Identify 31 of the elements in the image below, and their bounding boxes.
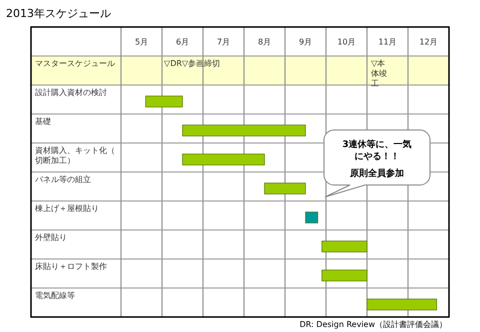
- bar: [322, 240, 368, 252]
- bar: [182, 154, 265, 166]
- bar: [366, 298, 437, 310]
- chart-title: 2013年スケジュール: [6, 7, 111, 20]
- x-tick-label: 8月: [258, 38, 272, 46]
- x-tick-label: 11月: [378, 38, 397, 46]
- y-tick-label: 資材購入、キット化（切断加工）: [35, 146, 115, 165]
- y-tick-label: 外壁貼り: [35, 233, 67, 242]
- x-tick-label: 12月: [419, 38, 438, 46]
- bar: [182, 124, 306, 136]
- y-tick-label: マスタースケジュール: [35, 59, 115, 68]
- y-tick-label: 床貼り＋ロフト製作: [35, 262, 107, 271]
- x-tick-label: 5月: [134, 38, 148, 46]
- y-tick-label: 棟上げ＋屋根貼り: [35, 204, 99, 213]
- y-tick-label: 電気配線等: [35, 291, 75, 300]
- y-tick-label: 設計購入資材の検討: [35, 88, 107, 97]
- annotation: DR: Design Review（設計書評価会議）: [300, 320, 447, 329]
- y-tick-label: 基礎: [35, 117, 51, 126]
- bar: [264, 182, 306, 194]
- bar: [305, 212, 318, 224]
- annotation: 原則全員参加: [349, 168, 404, 179]
- bar: [322, 270, 368, 282]
- x-tick-label: 10月: [337, 38, 356, 46]
- bar: [145, 96, 183, 108]
- callout: 3連休等に、一気にやる！！ 原則全員参加: [324, 130, 430, 198]
- annotation: ▽本体竣工: [371, 59, 388, 88]
- x-tick-label: 7月: [216, 38, 230, 46]
- y-tick-label: パネル等の組立: [34, 175, 91, 184]
- x-tick-label: 9月: [298, 38, 312, 46]
- annotation: 3連休等に、一気にやる！！: [342, 139, 412, 162]
- x-tick-label: 6月: [176, 38, 190, 46]
